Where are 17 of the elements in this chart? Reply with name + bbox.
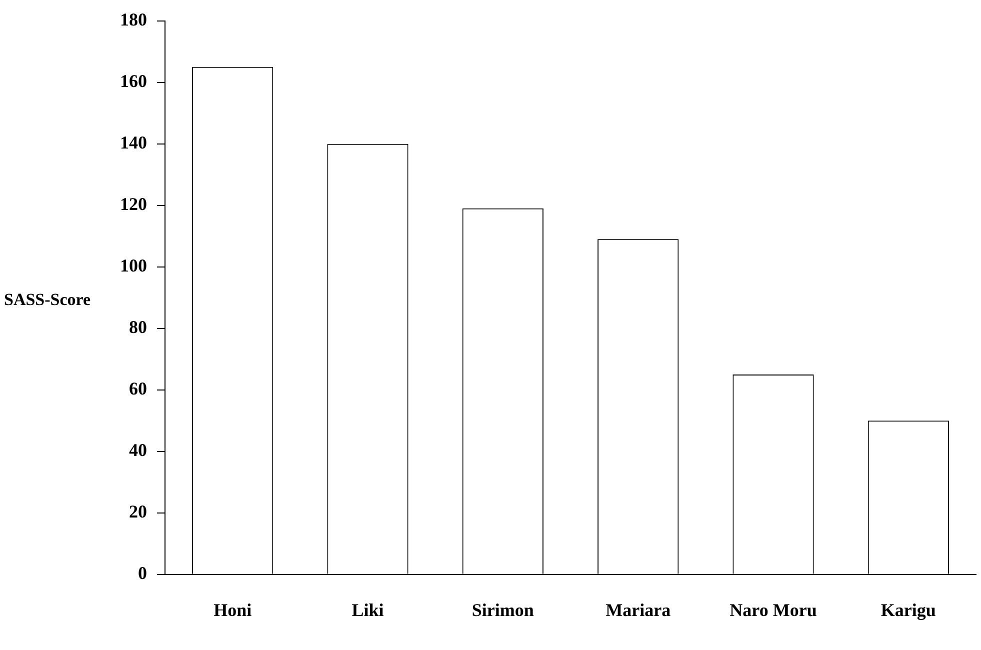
y-tick-label: 100	[120, 256, 147, 276]
y-tick-label: 40	[129, 440, 147, 460]
y-tick-label: 180	[120, 9, 147, 30]
y-tick-label: 120	[120, 194, 147, 214]
x-tick-label: Honi	[214, 600, 252, 620]
y-tick-label: 20	[129, 502, 147, 522]
x-tick-label: Sirimon	[472, 600, 534, 620]
y-tick-label: 0	[138, 563, 147, 584]
y-tick-label: 140	[120, 132, 147, 152]
x-tick-label: Mariara	[606, 600, 671, 620]
y-axis-title: SASS-Score	[4, 290, 91, 310]
y-tick-label: 80	[129, 317, 147, 338]
x-tick-label: Naro Moru	[730, 600, 817, 620]
y-tick-label: 160	[120, 70, 147, 91]
x-tick-label: Liki	[352, 600, 384, 620]
x-tick-label: Karigu	[880, 600, 936, 620]
y-tick-label: 60	[129, 378, 147, 399]
